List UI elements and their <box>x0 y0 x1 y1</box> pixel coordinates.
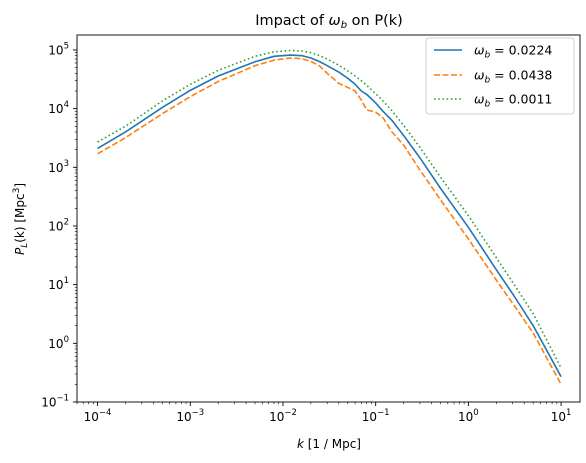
x-axis: 10−4 10−3 10−2 10−1 100 101 <box>76 402 572 424</box>
plot-area <box>97 49 562 385</box>
y-tick-label: 104 <box>48 100 69 116</box>
chart-title: Impact of ωb on P(k) <box>255 13 403 31</box>
legend-label-series-3: ωb = 0.0011 <box>474 92 552 110</box>
series-line-1 <box>97 54 562 378</box>
y-axis: 10−1 100 101 102 103 104 105 <box>41 41 77 410</box>
y-tick-label: 10−1 <box>41 394 69 410</box>
x-tick-label: 10−3 <box>176 408 204 424</box>
legend: ωb = 0.0224 ωb = 0.0438 ωb = 0.0011 <box>425 37 575 115</box>
y-tick-label: 101 <box>48 276 69 292</box>
x-tick-label: 10−4 <box>84 408 112 424</box>
y-axis-label: PL(k) [Mpc3] <box>12 183 30 255</box>
plot-frame <box>76 34 581 403</box>
y-tick-label: 100 <box>48 335 69 351</box>
y-tick-label: 102 <box>48 217 69 233</box>
x-tick-label: 101 <box>551 408 572 424</box>
y-tick-label: 103 <box>48 159 69 175</box>
series-line-3 <box>97 49 562 369</box>
x-tick-label: 100 <box>458 408 479 424</box>
x-axis-label: k [1 / Mpc] <box>297 437 361 451</box>
x-tick-label: 10−1 <box>362 408 390 424</box>
legend-label-series-2: ωb = 0.0438 <box>474 68 552 86</box>
x-tick-label: 10−2 <box>269 408 297 424</box>
y-tick-label: 105 <box>48 41 69 57</box>
legend-label-series-1: ωb = 0.0224 <box>474 43 552 61</box>
legend-box <box>425 37 575 115</box>
